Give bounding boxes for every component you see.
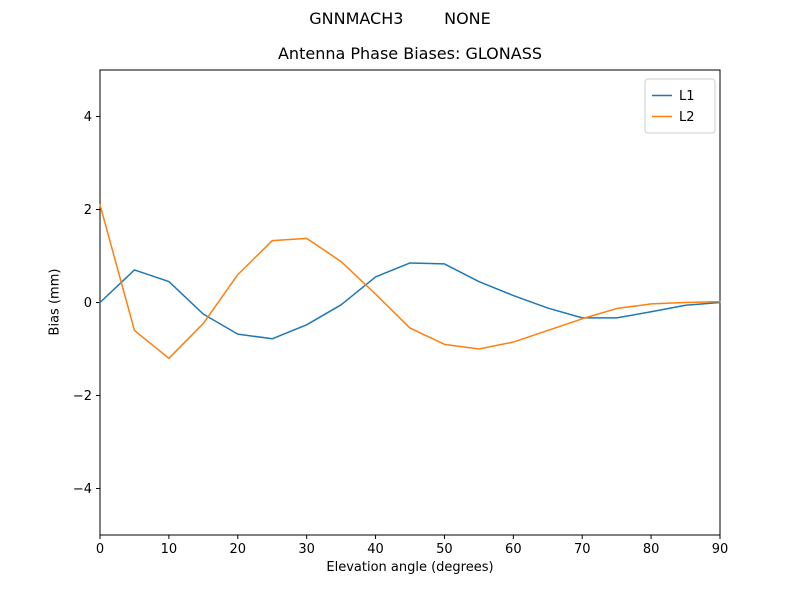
x-axis-label: Elevation angle (degrees): [326, 560, 494, 575]
x-tick-label: 20: [230, 542, 247, 557]
y-tick-label: 2: [84, 203, 92, 218]
series-line-L1: [99, 262, 721, 340]
x-tick-label: 70: [574, 542, 591, 557]
y-axis-label: Bias (mm): [47, 268, 63, 336]
x-tick-label: 30: [298, 542, 315, 557]
legend-label-L2: L2: [679, 110, 695, 125]
x-tick-label: 40: [367, 542, 384, 557]
x-tick-label: 90: [712, 542, 729, 557]
series-line-L2: [99, 204, 721, 360]
x-tick-label: 50: [436, 542, 453, 557]
axes-frame: [99, 69, 721, 536]
y-tick-label: 0: [84, 296, 92, 311]
y-tick-label: −4: [73, 482, 92, 497]
x-tick-label: 80: [643, 542, 660, 557]
y-tick-label: −2: [73, 389, 92, 404]
x-tick-label: 0: [96, 542, 104, 557]
x-tick-label: 60: [505, 542, 522, 557]
figure-suptitle: GNNMACH3 NONE: [309, 9, 491, 28]
legend-box: [644, 78, 716, 134]
x-tick-label: 10: [161, 542, 178, 557]
y-tick-label: 4: [84, 110, 92, 125]
legend-label-L1: L1: [679, 89, 695, 104]
chart-title: Antenna Phase Biases: GLONASS: [277, 44, 542, 63]
